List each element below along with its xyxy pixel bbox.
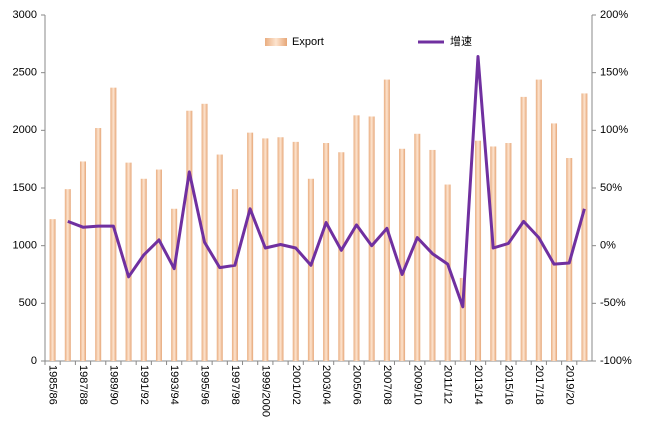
bar: [353, 115, 360, 361]
legend-swatch: [265, 38, 287, 46]
bar: [368, 116, 375, 361]
bar: [444, 184, 451, 361]
bar: [171, 208, 178, 361]
bar: [323, 143, 330, 361]
y-tick-label: 2500: [13, 67, 37, 79]
y2-tick-label: -100%: [600, 355, 632, 367]
bar: [414, 133, 421, 361]
y-tick-label: 1000: [13, 240, 37, 252]
bar: [551, 123, 558, 361]
x-tick-label: 1995/96: [199, 365, 211, 405]
y2-tick-label: 150%: [600, 67, 628, 79]
bar: [383, 79, 390, 361]
bar: [505, 143, 512, 361]
bar: [307, 178, 314, 361]
x-tick-label: 2013/14: [472, 365, 484, 405]
bar: [535, 79, 542, 361]
bar: [216, 154, 223, 361]
x-tick-label: 2017/18: [533, 365, 545, 405]
bar: [49, 219, 56, 361]
x-tick-label: 2009/10: [411, 365, 423, 405]
x-tick-label: 2019/20: [563, 365, 575, 405]
bar: [110, 87, 117, 361]
legend-label: 增速: [450, 34, 472, 48]
bar: [231, 189, 238, 361]
y2-tick-label: 100%: [600, 124, 628, 136]
y2-tick-label: 50%: [600, 182, 622, 194]
y-tick-label: 0: [31, 355, 37, 367]
bar: [292, 141, 299, 361]
legend-label: Export: [292, 36, 324, 48]
x-tick-label: 1991/92: [138, 365, 150, 405]
bar: [262, 138, 269, 361]
bar: [475, 140, 482, 361]
bar: [155, 169, 162, 361]
bar: [95, 128, 102, 361]
bar: [459, 277, 466, 361]
bar: [490, 146, 497, 361]
line: [67, 55, 586, 309]
bar: [247, 132, 254, 361]
x-tick-label: 1989/90: [107, 365, 119, 405]
y2-tick-label: 0%: [600, 240, 616, 252]
x-tick-label: 2015/16: [503, 365, 515, 405]
y2-tick-label: -50%: [600, 297, 626, 309]
y-tick-label: 500: [19, 297, 37, 309]
x-tick-label: 2007/08: [381, 365, 393, 405]
bar: [125, 162, 132, 361]
x-tick-label: 1997/98: [229, 365, 241, 405]
bar: [581, 93, 588, 361]
x-tick-label: 1985/86: [47, 365, 59, 405]
bar: [399, 148, 406, 361]
y-tick-label: 3000: [13, 9, 37, 21]
bar: [277, 137, 284, 361]
x-tick-label: 2011/12: [442, 365, 454, 404]
x-tick-label: 1999/2000: [259, 365, 271, 417]
bar: [520, 96, 527, 362]
y-tick-label: 2000: [13, 124, 37, 136]
y2-tick-label: 200%: [600, 9, 628, 21]
y-tick-label: 1500: [13, 182, 37, 194]
x-tick-label: 2005/06: [351, 365, 363, 405]
bar: [186, 110, 193, 361]
bar: [338, 152, 345, 361]
x-tick-label: 1987/88: [77, 365, 89, 405]
bar: [140, 178, 147, 361]
bar: [64, 189, 71, 361]
x-tick-label: 1993/94: [168, 365, 180, 405]
x-tick-label: 2001/02: [290, 365, 302, 405]
x-tick-label: 2003/04: [320, 365, 332, 405]
bar: [79, 161, 86, 361]
bar: [201, 103, 208, 361]
